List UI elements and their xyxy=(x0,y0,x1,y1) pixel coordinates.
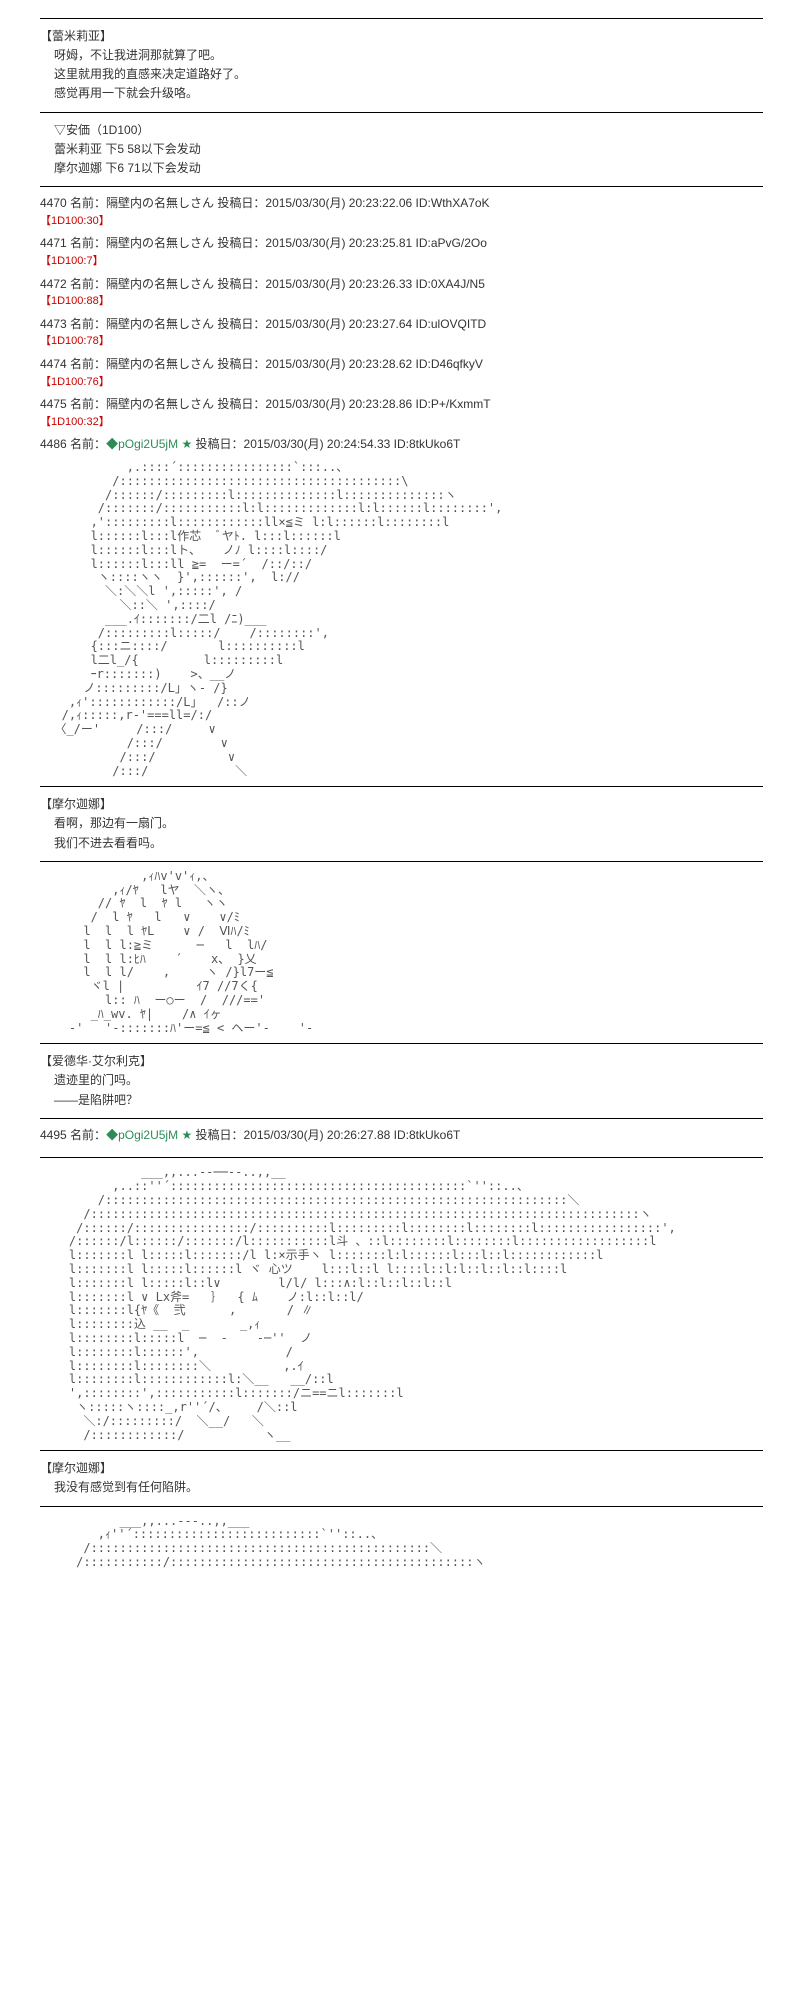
anka-line: 摩尔迦娜 下6 71以下会发动 xyxy=(54,159,763,178)
post-number: 4472 xyxy=(40,277,67,291)
dialogue-block: 看啊，那边有一扇门。 我们不进去看看吗。 xyxy=(54,814,763,852)
dice-roll: 【1D100:7】 xyxy=(40,255,104,267)
post-id: ID:0XA4J/N5 xyxy=(416,277,485,291)
dice-roll: 【1D100:88】 xyxy=(40,295,110,307)
post-id: ID:aPvG/2Oo xyxy=(416,236,487,250)
dialogue-block: 呀姆，不让我进洞那就算了吧。 这里就用我的直感来决定道路好了。 感觉再用一下就会… xyxy=(54,46,763,104)
star-icon: ★ xyxy=(181,437,192,451)
post-number: 4486 xyxy=(40,437,67,451)
separator xyxy=(40,112,763,113)
separator xyxy=(40,786,763,787)
post-number: 4473 xyxy=(40,317,67,331)
post-date: 投稿日：2015/03/30(月) 20:23:28.62 xyxy=(217,357,412,371)
speaker-label: 【摩尔迦娜】 xyxy=(40,1459,763,1476)
post-date: 投稿日：2015/03/30(月) 20:23:26.33 xyxy=(217,277,412,291)
anka-line: 蕾米莉亚 下5 58以下会发动 xyxy=(54,140,763,159)
post-4470: 4470 名前：隔壁内の名無しさん 投稿日：2015/03/30(月) 20:2… xyxy=(40,195,763,229)
post-4486: 4486 名前：◆pOgi2U5jM ★ 投稿日：2015/03/30(月) 2… xyxy=(40,436,763,453)
star-icon: ★ xyxy=(181,1128,192,1142)
dice-roll: 【1D100:32】 xyxy=(40,416,110,428)
separator xyxy=(40,186,763,187)
post-4495: 4495 名前：◆pOgi2U5jM ★ 投稿日：2015/03/30(月) 2… xyxy=(40,1127,763,1144)
post-date: 投稿日：2015/03/30(月) 20:23:28.86 xyxy=(217,397,412,411)
post-4474: 4474 名前：隔壁内の名無しさん 投稿日：2015/03/30(月) 20:2… xyxy=(40,356,763,390)
post-trip[interactable]: ◆pOgi2U5jM xyxy=(106,1128,178,1142)
post-header: 4472 名前：隔壁内の名無しさん 投稿日：2015/03/30(月) 20:2… xyxy=(40,277,485,291)
dialogue-line: 我们不进去看看吗。 xyxy=(54,834,763,853)
post-date: 投稿日：2015/03/30(月) 20:23:27.64 xyxy=(217,317,412,331)
ascii-art-1: ,.::::´::::::::::::::::`:::..、 /::::::::… xyxy=(40,461,763,778)
post-id: ID:ulOVQITD xyxy=(416,317,487,331)
post-number: 4471 xyxy=(40,236,67,250)
post-id: ID:8tkUko6T xyxy=(394,1128,461,1142)
post-name-prefix: 名前： xyxy=(70,1128,106,1142)
dialogue-line: 呀姆，不让我进洞那就算了吧。 xyxy=(54,46,763,65)
post-4475: 4475 名前：隔壁内の名無しさん 投稿日：2015/03/30(月) 20:2… xyxy=(40,396,763,430)
post-id: ID:WthXA7oK xyxy=(416,196,490,210)
post-id: ID:8tkUko6T xyxy=(394,437,461,451)
post-name: 名前：隔壁内の名無しさん xyxy=(70,317,214,331)
dialogue-block: 我没有感觉到有任何陷阱。 xyxy=(54,1478,763,1497)
separator xyxy=(40,1506,763,1507)
dice-roll: 【1D100:76】 xyxy=(40,376,110,388)
dialogue-line: 这里就用我的直感来决定道路好了。 xyxy=(54,65,763,84)
post-date: 投稿日：2015/03/30(月) 20:24:54.33 xyxy=(196,437,391,451)
separator xyxy=(40,18,763,19)
post-name: 名前：隔壁内の名無しさん xyxy=(70,277,214,291)
separator xyxy=(40,1450,763,1451)
anka-block: ▽安価（1D100） 蕾米莉亚 下5 58以下会发动 摩尔迦娜 下6 71以下会… xyxy=(54,121,763,179)
post-date: 投稿日：2015/03/30(月) 20:23:22.06 xyxy=(217,196,412,210)
dialogue-line: 看啊，那边有一扇门。 xyxy=(54,814,763,833)
post-number: 4470 xyxy=(40,196,67,210)
post-name: 名前：隔壁内の名無しさん xyxy=(70,357,214,371)
post-trip[interactable]: ◆pOgi2U5jM xyxy=(106,437,178,451)
post-number: 4474 xyxy=(40,357,67,371)
post-id: ID:D46qfkyV xyxy=(416,357,483,371)
post-4473: 4473 名前：隔壁内の名無しさん 投稿日：2015/03/30(月) 20:2… xyxy=(40,316,763,350)
speaker-label: 【爱德华·艾尔利克】 xyxy=(40,1052,763,1069)
ascii-art-2: ,ｨﾊv'v'ｨ,、 ,ｨ/ﾔ lヤ ＼ヽ、 // ﾔ l ﾔ l ヽヽ / l… xyxy=(40,870,763,1036)
dialogue-line: 感觉再用一下就会升级咯。 xyxy=(54,84,763,103)
post-4472: 4472 名前：隔壁内の名無しさん 投稿日：2015/03/30(月) 20:2… xyxy=(40,276,763,310)
separator xyxy=(40,1157,763,1158)
post-date: 投稿日：2015/03/30(月) 20:23:25.81 xyxy=(217,236,412,250)
dialogue-line: 遗迹里的门吗。 xyxy=(54,1071,763,1090)
post-name-prefix: 名前： xyxy=(70,437,106,451)
post-header: 4470 名前：隔壁内の名無しさん 投稿日：2015/03/30(月) 20:2… xyxy=(40,196,490,210)
post-header: 4471 名前：隔壁内の名無しさん 投稿日：2015/03/30(月) 20:2… xyxy=(40,236,487,250)
dialogue-block: 遗迹里的门吗。 ——是陷阱吧？ xyxy=(54,1071,763,1109)
anka-title: ▽安価（1D100） xyxy=(54,121,763,140)
ascii-art-4: ___,,...---..,,___ ,ｨ''´::::::::::::::::… xyxy=(40,1515,763,1570)
separator xyxy=(40,1043,763,1044)
post-number: 4495 xyxy=(40,1128,67,1142)
dialogue-line: ——是陷阱吧？ xyxy=(54,1091,763,1110)
speaker-label: 【摩尔迦娜】 xyxy=(40,795,763,812)
post-date: 投稿日：2015/03/30(月) 20:26:27.88 xyxy=(196,1128,391,1142)
post-name: 名前：隔壁内の名無しさん xyxy=(70,397,214,411)
post-number: 4475 xyxy=(40,397,67,411)
post-header: 4473 名前：隔壁内の名無しさん 投稿日：2015/03/30(月) 20:2… xyxy=(40,317,486,331)
ascii-art-3: ___,,...--──--..,,__ ,..::''´:::::::::::… xyxy=(40,1166,763,1442)
dice-roll: 【1D100:30】 xyxy=(40,215,110,227)
speaker-label: 【蕾米莉亚】 xyxy=(40,27,763,44)
separator xyxy=(40,1118,763,1119)
separator xyxy=(40,861,763,862)
post-id: ID:P+/KxmmT xyxy=(416,397,491,411)
post-header: 4475 名前：隔壁内の名無しさん 投稿日：2015/03/30(月) 20:2… xyxy=(40,397,491,411)
dialogue-line: 我没有感觉到有任何陷阱。 xyxy=(54,1478,763,1497)
dice-roll: 【1D100:78】 xyxy=(40,335,110,347)
post-4471: 4471 名前：隔壁内の名無しさん 投稿日：2015/03/30(月) 20:2… xyxy=(40,235,763,269)
post-name: 名前：隔壁内の名無しさん xyxy=(70,196,214,210)
post-name: 名前：隔壁内の名無しさん xyxy=(70,236,214,250)
post-header: 4474 名前：隔壁内の名無しさん 投稿日：2015/03/30(月) 20:2… xyxy=(40,357,483,371)
